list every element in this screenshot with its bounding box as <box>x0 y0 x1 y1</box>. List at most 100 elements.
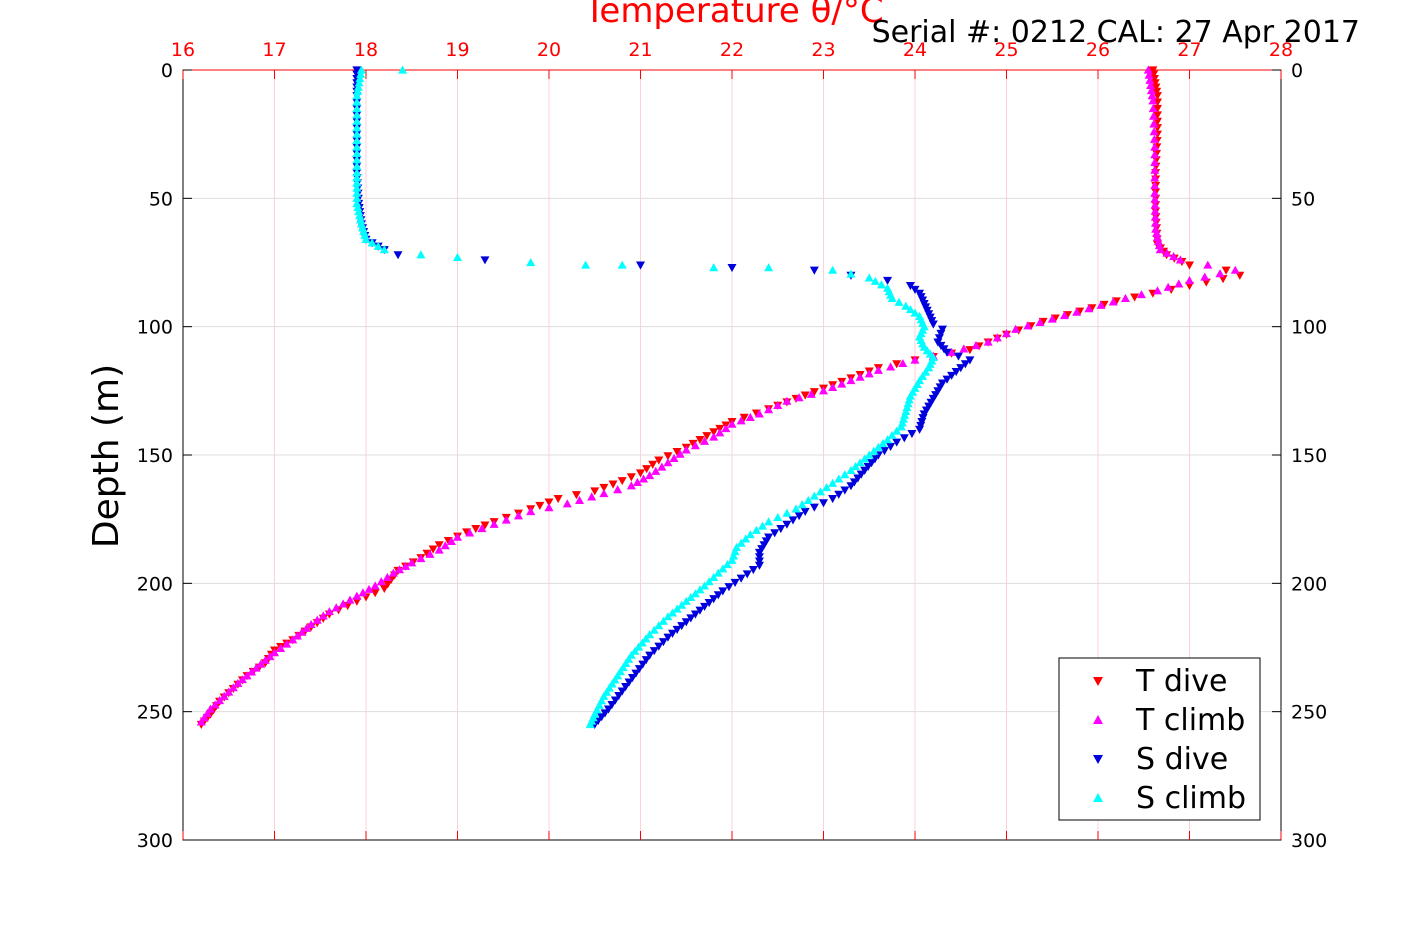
y-tick-label-right: 300 <box>1291 830 1327 852</box>
data-point <box>1162 248 1172 257</box>
data-point <box>379 584 389 593</box>
data-point <box>587 492 597 501</box>
data-point <box>704 577 714 586</box>
data-point <box>754 548 764 558</box>
data-point <box>364 584 374 593</box>
data-point <box>434 541 444 550</box>
data-point <box>370 581 380 590</box>
data-point <box>681 618 691 627</box>
data-point <box>936 329 946 339</box>
data-point <box>971 340 981 350</box>
data-point <box>1150 200 1160 209</box>
data-point <box>634 665 644 674</box>
data-point <box>1152 87 1162 96</box>
data-point <box>446 536 456 546</box>
data-point <box>690 610 700 619</box>
data-point <box>1203 260 1213 269</box>
serial-annotation: Serial #: 0212 CAL: 27 Apr 2017 <box>872 15 1360 50</box>
data-point <box>637 638 647 647</box>
data-point <box>675 449 685 458</box>
data-point <box>1153 236 1163 246</box>
data-point <box>709 428 719 437</box>
data-point <box>672 604 682 613</box>
data-point <box>331 603 341 612</box>
data-point <box>526 506 536 516</box>
data-point <box>1035 317 1045 326</box>
data-point <box>440 541 450 550</box>
data-point <box>715 428 725 437</box>
data-point <box>428 545 438 554</box>
legend-box <box>1058 657 1261 821</box>
data-point <box>1174 279 1184 288</box>
data-point <box>1148 104 1158 113</box>
data-point <box>695 606 705 615</box>
x-tick-label: 19 <box>445 39 469 61</box>
data-point <box>276 643 286 652</box>
x-tick-label: 17 <box>262 39 286 61</box>
data-point <box>526 258 536 267</box>
data-point <box>718 587 728 596</box>
y-tick-label-right: 100 <box>1291 317 1327 339</box>
data-point <box>247 667 257 676</box>
data-point <box>370 589 380 598</box>
data-point <box>453 532 462 541</box>
data-point <box>754 557 764 566</box>
data-point <box>1144 70 1154 79</box>
data-point <box>764 405 774 414</box>
data-point <box>947 371 957 380</box>
data-point <box>367 238 377 247</box>
data-point <box>983 337 993 346</box>
data-point <box>797 500 807 509</box>
data-point <box>657 462 667 471</box>
data-point <box>1145 75 1155 84</box>
data-point <box>634 642 644 651</box>
data-point <box>669 453 679 463</box>
data-point <box>1096 300 1106 309</box>
data-point <box>864 450 874 459</box>
data-point <box>896 422 906 431</box>
data-point <box>361 234 371 243</box>
legend-label: T dive <box>1135 664 1227 699</box>
data-point <box>353 86 363 95</box>
data-point <box>959 344 969 353</box>
x-tick-label: 26 <box>1086 39 1110 61</box>
data-point <box>809 388 819 397</box>
data-point <box>373 241 383 250</box>
data-point <box>324 607 334 616</box>
data-point <box>1146 86 1156 95</box>
data-point <box>828 265 838 274</box>
data-point <box>318 611 328 620</box>
data-point <box>754 409 764 418</box>
data-point <box>1150 194 1160 203</box>
x-tick-label: 23 <box>811 39 835 61</box>
series-t-climb <box>196 65 1240 726</box>
data-point <box>806 389 816 398</box>
data-point <box>352 66 362 75</box>
data-point <box>1150 181 1160 190</box>
data-point <box>352 183 362 192</box>
data-point <box>956 364 966 373</box>
data-point <box>233 678 243 688</box>
data-point <box>645 630 655 639</box>
data-point <box>645 651 655 660</box>
data-point <box>815 487 825 496</box>
data-point <box>704 598 714 608</box>
data-point <box>663 458 673 467</box>
data-point <box>894 297 904 306</box>
data-point <box>1084 304 1094 313</box>
data-point <box>654 456 664 465</box>
data-point <box>352 193 362 202</box>
legend-marker <box>1093 715 1103 724</box>
data-point <box>718 564 728 573</box>
data-point <box>356 69 366 78</box>
chart-title: Temperature θ/°C <box>583 0 883 31</box>
data-point <box>638 660 648 669</box>
data-point <box>352 104 362 113</box>
data-point <box>892 426 902 435</box>
data-point <box>898 358 908 368</box>
data-point <box>822 483 832 492</box>
data-point <box>851 462 861 471</box>
data-point <box>947 347 957 356</box>
data-point <box>887 430 897 439</box>
